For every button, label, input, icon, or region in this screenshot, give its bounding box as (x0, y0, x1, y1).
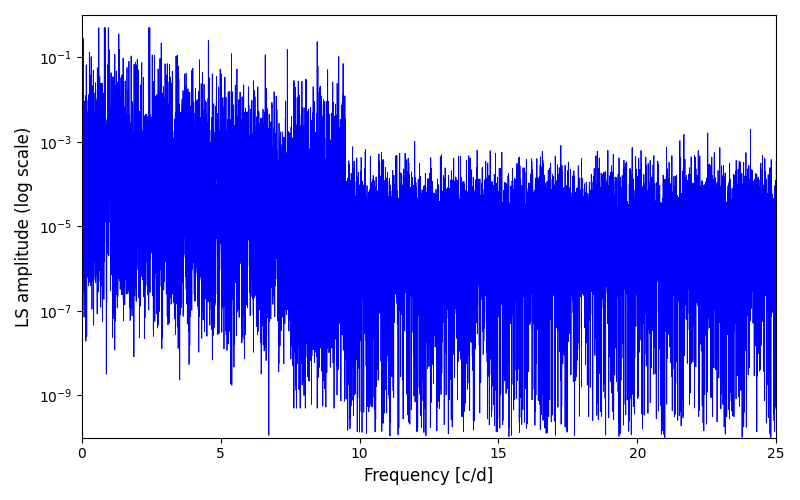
Y-axis label: LS amplitude (log scale): LS amplitude (log scale) (15, 126, 33, 326)
X-axis label: Frequency [c/d]: Frequency [c/d] (364, 467, 494, 485)
